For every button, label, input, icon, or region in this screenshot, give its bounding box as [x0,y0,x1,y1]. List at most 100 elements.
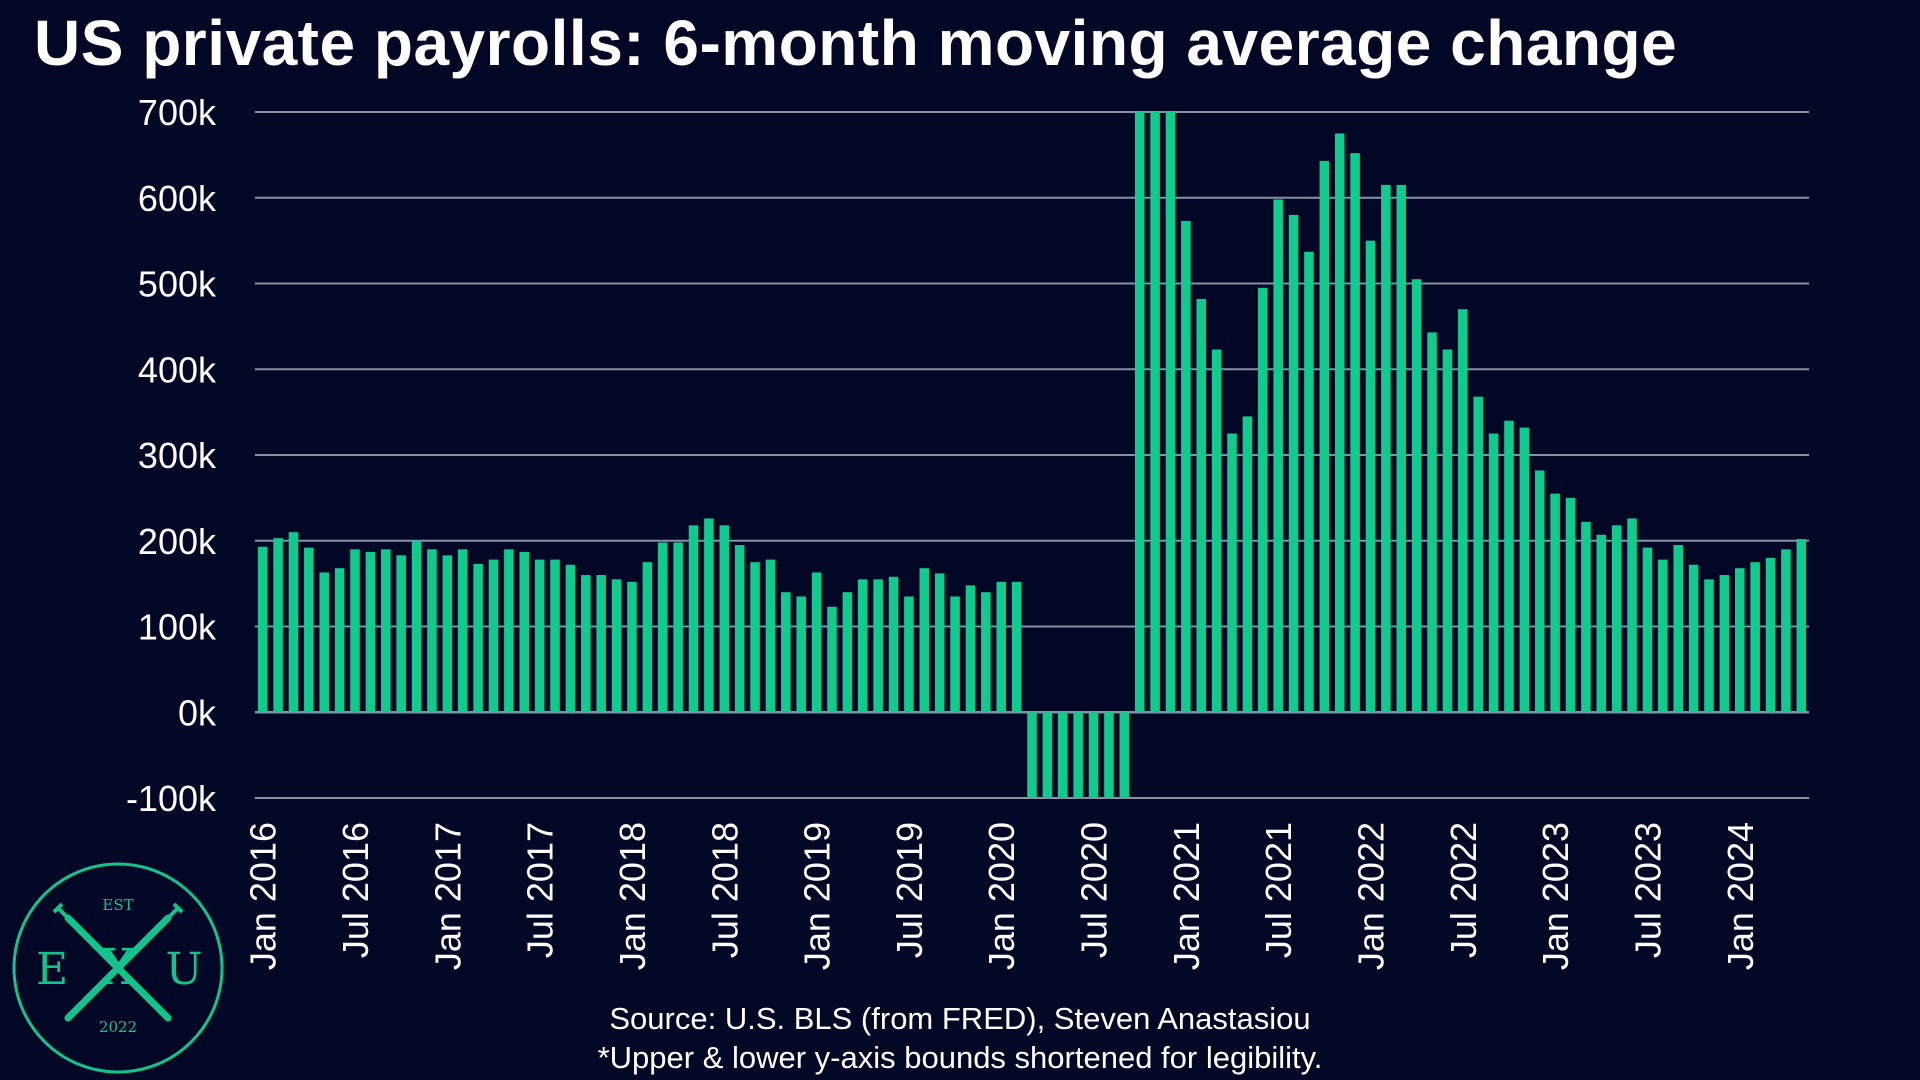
bar [1073,712,1083,798]
bar [534,559,545,713]
bar [288,532,299,713]
bar [750,562,760,713]
x-tick-label: Jul 2017 [520,822,561,958]
bar [1642,547,1653,713]
x-tick-label: Jan 2023 [1535,822,1576,970]
logo-sword-b [64,914,172,1022]
exu-logo: EST E X U 2022 [12,862,224,1074]
logo-hilt-a [52,902,76,926]
bar [473,563,483,713]
bar [1088,712,1099,798]
y-axis-tick-labels: -100k 0k 100k 200k 300k 400k 500k 600k 700k [126,92,217,819]
bar [996,581,1006,713]
gridlines [255,111,1809,799]
bar [319,572,330,713]
bar [1458,309,1468,713]
x-tick-label: Jan 2018 [612,822,653,970]
bar [1565,497,1576,713]
bar [1411,279,1422,713]
bar [1181,220,1191,713]
x-tick-label: Jan 2024 [1720,822,1761,970]
bar [273,538,283,713]
bar [1150,112,1160,713]
y-tick-label: 0k [178,692,217,733]
bar [965,585,976,713]
bar [1350,153,1360,713]
bar [1211,349,1222,713]
bar [1781,549,1791,713]
bar [1196,298,1207,713]
bar [365,551,376,713]
bar [427,549,437,713]
bar [1165,112,1176,713]
bar [919,568,930,713]
bar [1719,575,1730,713]
bar [765,559,776,713]
bar [688,525,699,713]
bar [565,564,576,713]
bar [1227,433,1237,713]
bar [1104,712,1114,798]
bar [704,518,714,713]
bar [350,549,360,713]
bar [1442,349,1453,713]
bar [334,568,345,713]
bar [1704,579,1714,713]
bar [396,555,406,713]
y-tick-label: 400k [138,349,217,390]
logo-letter-x: X [100,938,136,996]
bar [519,551,530,713]
bar [581,575,591,713]
bar [1611,525,1622,713]
logo-hilt-b [160,902,184,926]
y-tick-label: 600k [138,178,217,219]
bar [781,592,791,713]
bar [627,581,637,713]
x-tick-label: Jan 2017 [427,822,468,970]
bar [1288,214,1299,713]
bar [1242,416,1253,713]
bar [904,596,914,713]
bar [1550,493,1560,713]
bar [1304,251,1314,713]
bar [811,572,822,713]
bar-series [257,112,1807,798]
bar [1750,562,1760,713]
bar-chart: -100k 0k 100k 200k 300k 400k 500k 600k 700k Jan … [126,92,1809,970]
bar [1627,518,1637,713]
bar [442,555,453,713]
bar [1488,433,1499,713]
y-tick-label: 500k [138,264,217,305]
bar [596,575,606,713]
bar [1596,534,1607,713]
bar [796,596,806,713]
bar [719,525,730,713]
x-tick-label: Jan 2016 [243,822,284,970]
y-tick-label: 100k [138,607,217,648]
bar [873,579,883,713]
bar [1519,427,1530,713]
bar [857,579,868,713]
bar [1273,199,1283,713]
x-tick-label: Jan 2022 [1351,822,1392,970]
x-tick-label: Jul 2018 [704,822,745,958]
bar [657,542,668,713]
bar [642,562,653,713]
source-note: Source: U.S. BLS (from FRED), Steven Ana… [609,1001,1311,1036]
bar [1796,539,1807,713]
bar [1319,160,1330,713]
chart-title: US private payrolls: 6-month moving aver… [34,7,1678,79]
bar [1658,559,1668,713]
bar [488,559,499,713]
bar [611,579,622,713]
bar [934,573,945,713]
bar [1534,470,1545,713]
x-tick-label: Jul 2020 [1074,822,1115,958]
bar [550,559,560,713]
x-tick-label: Jul 2022 [1443,822,1484,958]
logo-ring [12,862,224,1074]
y-tick-label: 200k [138,521,217,562]
bar [411,540,422,713]
bar [1365,240,1376,713]
bar [1258,287,1268,713]
